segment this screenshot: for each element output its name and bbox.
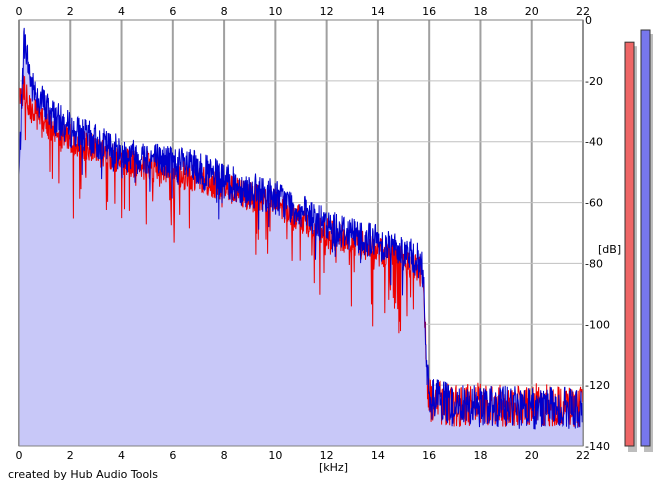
x-tick-label-top: 12 bbox=[320, 5, 334, 18]
y-tick-label: -100 bbox=[585, 318, 610, 331]
x-tick-label-bottom: 22 bbox=[576, 449, 590, 462]
level-meter-bar bbox=[640, 29, 651, 447]
x-tick-label-top: 6 bbox=[169, 5, 176, 18]
x-tick-label-top: 20 bbox=[525, 5, 539, 18]
y-tick-label: -80 bbox=[585, 257, 603, 270]
x-tick-label-bottom: 10 bbox=[268, 449, 282, 462]
y-axis-label: [dB] bbox=[598, 243, 621, 256]
x-tick-label-top: 22 bbox=[576, 5, 590, 18]
y-tick-label: -120 bbox=[585, 379, 610, 392]
y-tick-label: -60 bbox=[585, 197, 603, 210]
series-blue-line bbox=[18, 27, 584, 430]
x-tick-label-top: 16 bbox=[422, 5, 436, 18]
plot-border bbox=[18, 19, 584, 447]
x-tick-label-top: 10 bbox=[268, 5, 282, 18]
x-tick-label-bottom: 6 bbox=[169, 449, 176, 462]
plot-frame bbox=[18, 19, 584, 447]
x-tick-label-top: 0 bbox=[16, 5, 23, 18]
x-axis-label: [kHz] bbox=[319, 461, 348, 474]
spectrum-fill-layer bbox=[19, 27, 583, 447]
credit-text: created by Hub Audio Tools bbox=[8, 468, 158, 481]
x-tick-label-top: 2 bbox=[67, 5, 74, 18]
x-tick-label-bottom: 20 bbox=[525, 449, 539, 462]
x-tick-label-bottom: 0 bbox=[16, 449, 23, 462]
x-tick-label-bottom: 2 bbox=[67, 449, 74, 462]
tick-labels: 002244668810101212141416161818202022220-… bbox=[16, 5, 610, 462]
x-tick-label-bottom: 8 bbox=[221, 449, 228, 462]
y-tick-label: -140 bbox=[585, 440, 610, 453]
spectrum-lines-layer bbox=[18, 27, 584, 430]
x-tick-label-top: 4 bbox=[118, 5, 125, 18]
x-tick-label-bottom: 18 bbox=[473, 449, 487, 462]
y-tick-label: 0 bbox=[585, 14, 592, 27]
y-tick-label: -40 bbox=[585, 136, 603, 149]
x-tick-label-bottom: 4 bbox=[118, 449, 125, 462]
level-meters bbox=[624, 29, 653, 453]
x-tick-label-top: 18 bbox=[473, 5, 487, 18]
x-tick-label-top: 14 bbox=[371, 5, 385, 18]
x-tick-label-bottom: 14 bbox=[371, 449, 385, 462]
y-tick-label: -20 bbox=[585, 75, 603, 88]
level-meter-bar bbox=[624, 41, 635, 447]
x-tick-label-bottom: 12 bbox=[320, 449, 334, 462]
x-tick-label-bottom: 16 bbox=[422, 449, 436, 462]
x-tick-label-top: 8 bbox=[221, 5, 228, 18]
spectrum-fill bbox=[19, 27, 583, 447]
